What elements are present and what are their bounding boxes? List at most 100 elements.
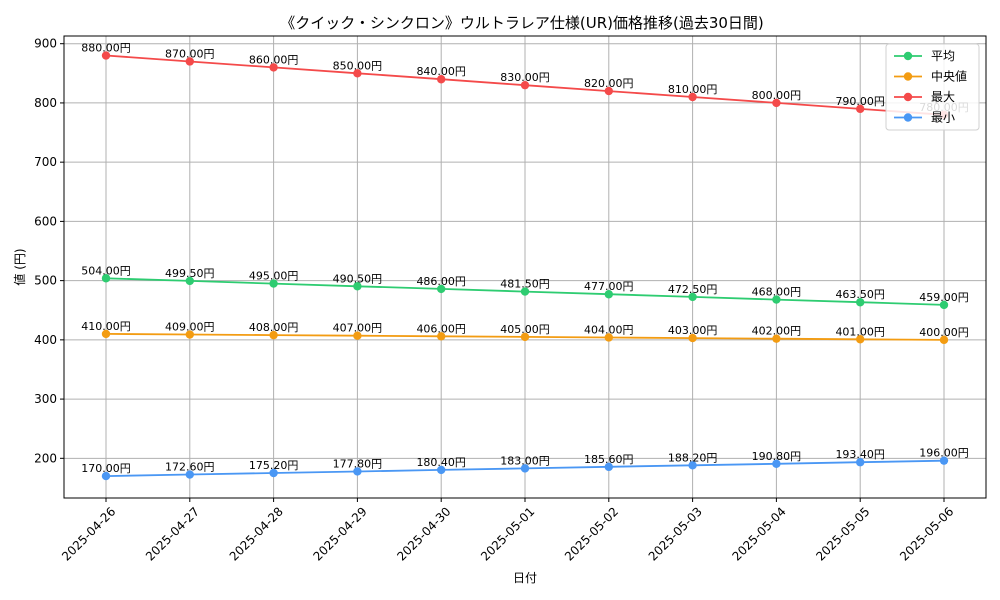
data-point <box>185 57 194 66</box>
data-labels: 504.00円 499.50円 495.00円 490.50円 486.00円 481.5… <box>81 42 969 476</box>
data-label: 403.00円 <box>668 324 718 337</box>
data-point <box>520 464 530 473</box>
data-point <box>604 290 613 299</box>
x-tick-label: 2025-04-27 <box>143 504 202 563</box>
x-tick-label: 2025-04-29 <box>311 504 370 563</box>
data-point <box>856 104 865 114</box>
data-label: 409.00円 <box>165 321 215 334</box>
data-point <box>604 462 613 472</box>
data-label: 408.00円 <box>249 321 299 334</box>
data-label: 172.60円 <box>165 461 215 474</box>
data-point <box>185 276 194 286</box>
data-point <box>856 298 865 307</box>
x-tick-label: 2025-05-04 <box>730 504 789 563</box>
legend-entry: 平均 <box>931 49 955 63</box>
data-point <box>353 331 362 340</box>
data-label: 170.00円 <box>81 462 131 475</box>
data-point <box>688 461 697 470</box>
data-label: 840.00円 <box>416 65 466 78</box>
data-label: 188.20円 <box>668 451 718 464</box>
legend-entry: 最大 <box>931 90 955 104</box>
x-tick-label: 2025-05-05 <box>813 504 872 563</box>
x-axis-label: 日付 <box>513 571 537 585</box>
data-point <box>101 329 111 339</box>
x-tick-label: 2025-05-03 <box>646 504 705 563</box>
data-point <box>101 51 111 60</box>
data-point <box>101 274 111 283</box>
x-tick-label: 2025-05-02 <box>562 504 621 563</box>
x-tick-label: 2025-04-26 <box>59 504 118 563</box>
y-tick-label: 700 <box>34 155 57 169</box>
data-label: 486.00円 <box>416 275 466 288</box>
data-label: 870.00円 <box>165 47 215 60</box>
legend-marker <box>903 113 913 122</box>
data-point <box>772 98 781 108</box>
data-point <box>772 334 781 343</box>
data-label: 499.50円 <box>165 267 215 280</box>
legend-entry: 最小 <box>931 111 955 125</box>
data-point <box>856 335 865 344</box>
data-label: 504.00円 <box>81 264 131 277</box>
data-label: 850.00円 <box>333 59 383 72</box>
data-point <box>688 292 697 302</box>
data-label: 810.00円 <box>668 83 718 96</box>
data-label: 820.00円 <box>584 77 634 90</box>
data-point <box>604 333 613 342</box>
data-label: 490.50円 <box>333 272 383 285</box>
data-point <box>185 470 194 479</box>
data-label: 196.00円 <box>919 447 969 460</box>
data-point <box>269 468 278 478</box>
data-point <box>856 458 865 467</box>
chart-title: 《クイック・シンクロン》ウルトラレア仕様(UR)価格推移(過去30日間) <box>280 14 764 32</box>
data-label: 459.00円 <box>919 291 969 304</box>
y-tick-label: 600 <box>34 214 57 228</box>
data-point <box>269 63 278 72</box>
data-label: 180.40円 <box>416 456 466 469</box>
data-point <box>437 284 446 294</box>
data-point <box>437 465 446 475</box>
legend-entry: 中央値 <box>931 69 967 84</box>
x-tick-label: 2025-04-28 <box>227 504 286 563</box>
data-point <box>939 456 949 465</box>
data-point <box>772 459 781 468</box>
y-tick-label: 400 <box>34 333 57 347</box>
data-label: 406.00円 <box>416 322 466 335</box>
data-label: 800.00円 <box>752 89 802 102</box>
data-label: 463.50円 <box>835 288 885 301</box>
data-point <box>939 335 949 345</box>
data-label: 860.00円 <box>249 53 299 66</box>
y-tick-label: 200 <box>34 451 57 465</box>
data-label: 185.60円 <box>584 453 634 466</box>
data-label: 481.50円 <box>500 278 550 291</box>
y-tick-label: 300 <box>34 392 57 406</box>
legend-marker <box>903 72 913 81</box>
data-point <box>185 330 194 339</box>
y-axis-label: 値 (円) <box>12 248 27 285</box>
y-tick-label: 500 <box>34 274 57 288</box>
legend-marker <box>903 92 913 102</box>
data-point <box>772 295 781 304</box>
data-label: 407.00円 <box>333 322 383 335</box>
x-axis-ticks: 2025-04-26 2025-04-27 2025-04-28 2025-04-29… <box>59 498 956 564</box>
series-layer <box>101 51 949 481</box>
y-tick-label: 900 <box>34 37 57 51</box>
data-label: 177.80円 <box>333 457 383 470</box>
legend-box <box>885 43 980 131</box>
data-label: 472.50円 <box>668 283 718 296</box>
data-point <box>101 471 111 481</box>
data-label: 193.40円 <box>835 448 885 461</box>
data-point <box>269 330 278 340</box>
x-tick-label: 2025-05-01 <box>478 504 537 563</box>
data-label: 183.00円 <box>500 454 550 467</box>
data-label: 402.00円 <box>752 325 802 338</box>
data-point <box>520 287 530 296</box>
data-point <box>939 300 949 310</box>
data-label: 190.80円 <box>752 450 802 463</box>
data-label: 400.00円 <box>919 326 969 339</box>
data-point <box>604 86 613 96</box>
data-label: 477.00円 <box>584 280 634 293</box>
data-point <box>520 332 530 342</box>
data-label: 175.20円 <box>249 459 299 472</box>
